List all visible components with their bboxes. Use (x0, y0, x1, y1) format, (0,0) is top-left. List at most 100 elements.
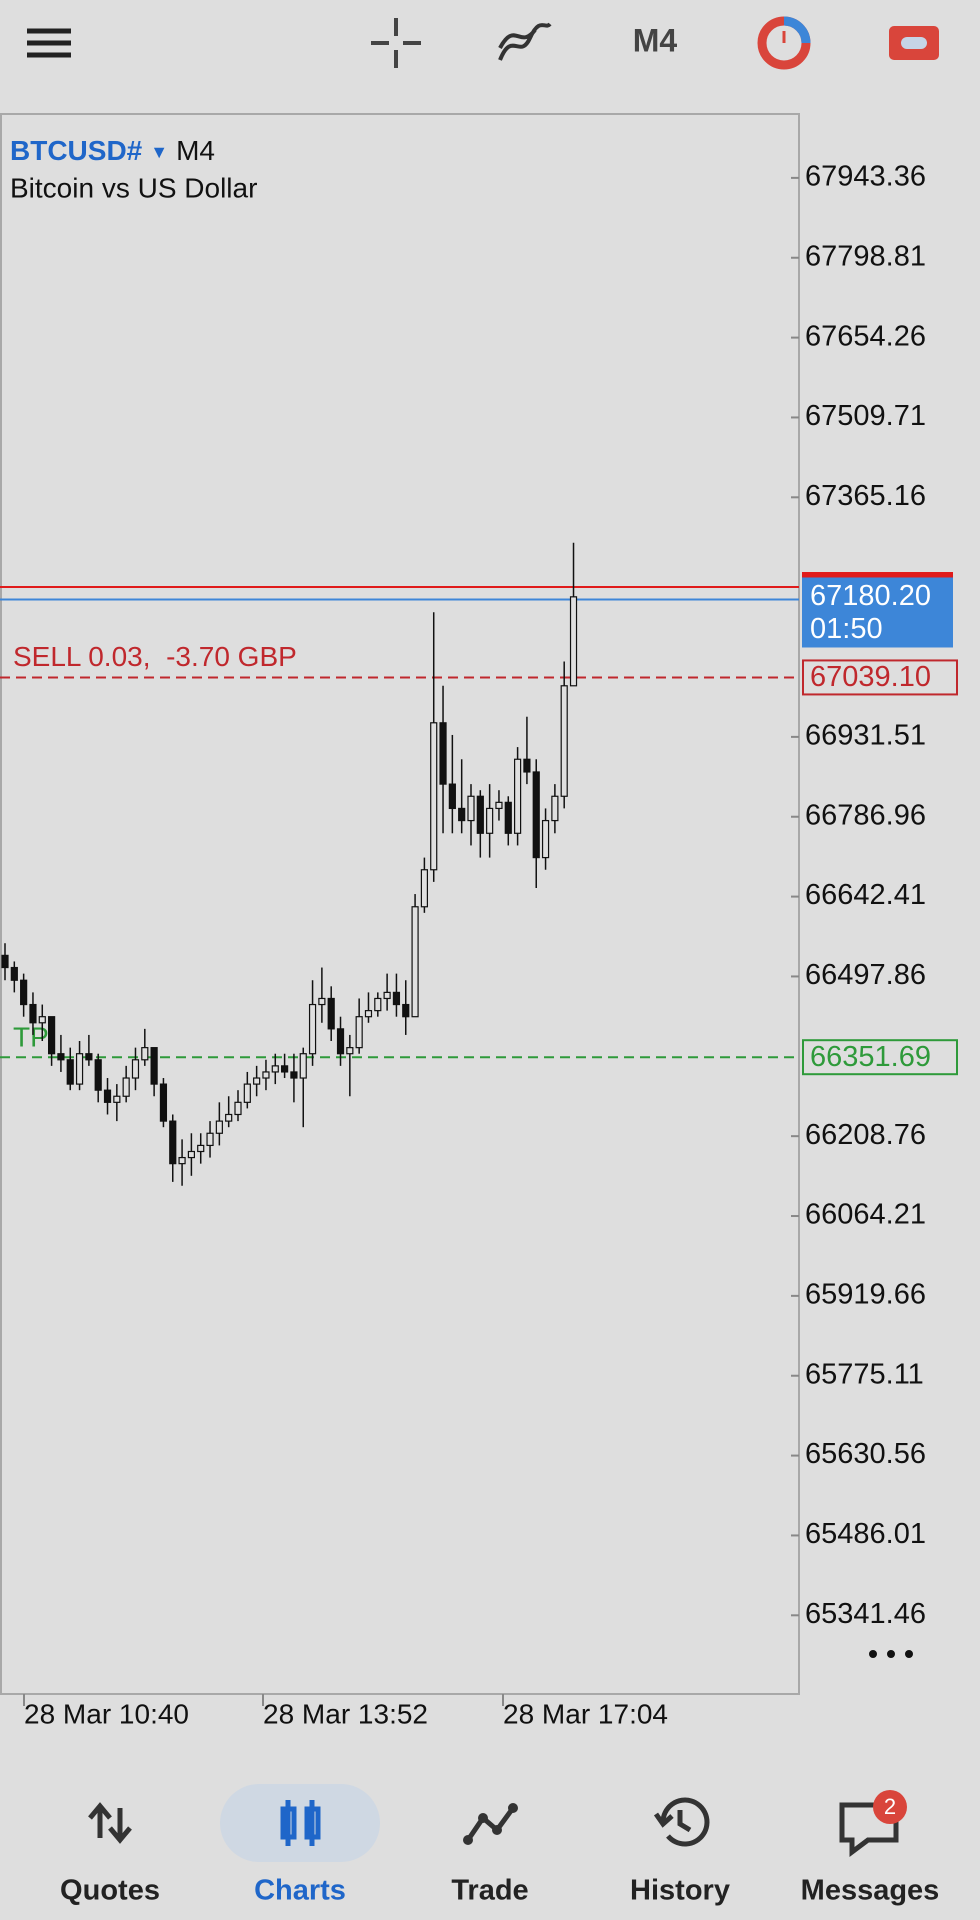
candle-body (523, 758, 531, 773)
bid-price: 67180.20 (810, 580, 931, 612)
candle-body (355, 1016, 363, 1049)
bar-countdown: 01:50 (810, 613, 883, 645)
candle-body (513, 758, 522, 834)
y-tick-label: 67798.81 (805, 240, 926, 272)
y-tick-label: 65341.46 (805, 1598, 926, 1630)
y-tick-label: 66497.86 (805, 959, 926, 991)
tp-label[interactable]: TP (13, 1022, 49, 1053)
candle-body (66, 1059, 74, 1085)
tp-price: 66351.69 (810, 1041, 931, 1073)
candle-body (169, 1120, 177, 1165)
chart-frame (0, 113, 800, 1695)
x-tick-label: 28 Mar 17:04 (503, 1698, 668, 1729)
candle-body (458, 807, 466, 822)
messages-icon[interactable]: 2 (839, 1790, 907, 1857)
candle-body (495, 801, 503, 810)
candle-body (299, 1053, 307, 1079)
y-tick-label: 65919.66 (805, 1279, 926, 1311)
candle-body (504, 801, 512, 834)
y-tick-label: 66642.41 (805, 879, 926, 911)
crosshair-button[interactable] (371, 18, 421, 68)
candle-body (439, 722, 447, 785)
candle-body (430, 722, 438, 871)
candle-body (467, 795, 475, 822)
y-tick-label: 66064.21 (805, 1199, 926, 1231)
nav-tab[interactable]: Trade (451, 1875, 528, 1907)
candle-body (47, 1016, 56, 1055)
candle-body (532, 771, 540, 859)
candle-body (383, 991, 391, 1000)
candle-body (318, 997, 326, 1006)
nav-tab[interactable]: History (630, 1875, 730, 1907)
candle-body (374, 997, 382, 1012)
candle-body (364, 1010, 373, 1018)
y-tick-label: 67365.16 (805, 480, 926, 512)
timeframe-button[interactable]: M4 (633, 22, 678, 58)
candle-body (38, 1016, 46, 1024)
candle-body (94, 1059, 102, 1091)
trade-icon[interactable] (463, 1803, 518, 1845)
candle-body (448, 783, 456, 810)
candle-body (346, 1047, 354, 1055)
timeframe: M4 (176, 135, 215, 166)
candle-body (1, 954, 9, 969)
sell-price-box (802, 659, 958, 696)
candle-body (569, 596, 578, 687)
quotes-icon[interactable] (88, 1802, 132, 1844)
messages-badge: 2 (884, 1794, 896, 1819)
candle-body (551, 795, 559, 822)
y-tick-label: 65486.01 (805, 1518, 926, 1550)
candle-body (560, 685, 568, 797)
candle-body (281, 1065, 289, 1073)
trade-button[interactable] (757, 16, 811, 70)
candle-body (131, 1059, 140, 1079)
nav-tab[interactable]: Charts (254, 1875, 346, 1907)
candle-body (271, 1065, 279, 1073)
candle-body (234, 1101, 242, 1116)
history-icon[interactable] (653, 1797, 710, 1847)
symbol-dropdown[interactable]: ▼ (150, 142, 168, 162)
candle-body (178, 1156, 186, 1165)
candle-body (262, 1071, 270, 1079)
candle-body (336, 1028, 345, 1055)
x-tick-label: 28 Mar 10:40 (24, 1698, 189, 1729)
candle-body (420, 869, 428, 908)
candle-body (327, 997, 335, 1030)
one-click-button[interactable] (889, 26, 939, 60)
candle-body (113, 1095, 121, 1103)
tp-price-box (802, 1039, 958, 1076)
charts-icon[interactable] (280, 1800, 321, 1846)
y-tick-label: 65630.56 (805, 1438, 926, 1470)
candle-body (541, 819, 550, 859)
bid-price-label (802, 577, 953, 648)
symbol-description: Bitcoin vs US Dollar (10, 172, 257, 203)
menu-button[interactable] (27, 28, 71, 58)
active-tab-highlight (220, 1784, 380, 1862)
symbol[interactable]: BTCUSD# (10, 135, 143, 166)
candle-body (411, 906, 419, 1018)
candle-body (308, 1003, 317, 1055)
candle-body (206, 1132, 214, 1147)
indicators-button[interactable] (498, 22, 552, 61)
candle-body (215, 1120, 223, 1134)
more-button[interactable] (869, 1650, 913, 1658)
candle-body (150, 1047, 158, 1085)
candle-body (141, 1047, 149, 1061)
candle-body (57, 1053, 65, 1061)
y-tick-label: 67943.36 (805, 161, 926, 193)
candle-body (159, 1083, 168, 1122)
candle-body (402, 1003, 410, 1018)
x-tick-label: 28 Mar 13:52 (263, 1698, 428, 1729)
nav-tab[interactable]: Quotes (60, 1875, 160, 1907)
candle-body (392, 991, 401, 1006)
sell-position-label[interactable]: SELL 0.03, -3.70 GBP (13, 641, 297, 672)
y-tick-label: 67509.71 (805, 400, 926, 432)
chart-header: BTCUSD# ▼ M4 (10, 135, 215, 166)
candles (1, 542, 578, 1186)
candle-body (476, 795, 484, 834)
nav-tab[interactable]: Messages (801, 1875, 940, 1907)
candle-body (122, 1077, 130, 1097)
y-tick-label: 65775.11 (805, 1358, 924, 1390)
y-tick-label: 66786.96 (805, 799, 926, 831)
